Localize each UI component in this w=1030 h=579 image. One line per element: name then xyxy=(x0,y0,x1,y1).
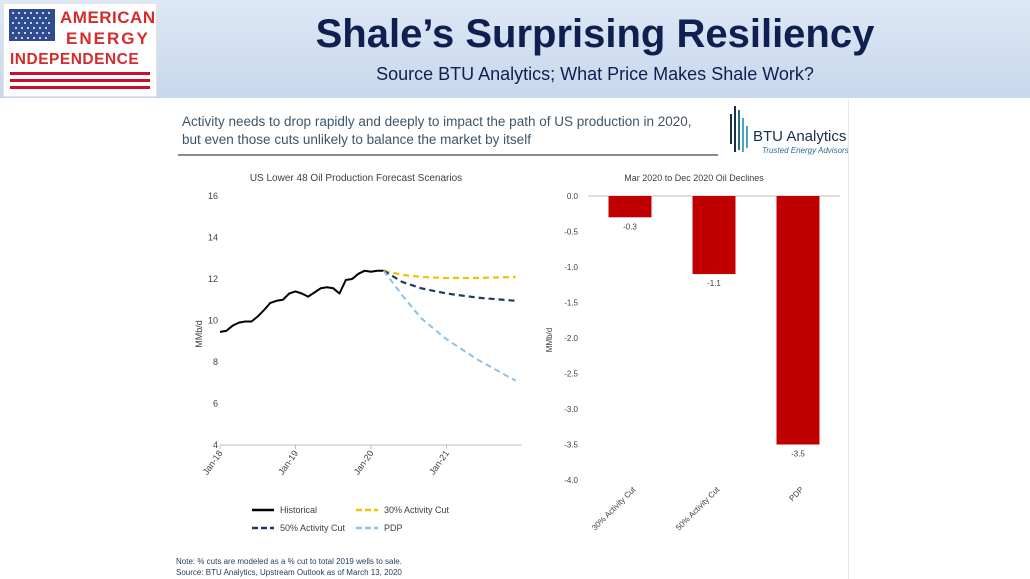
btu-brand-name: BTU Analytics xyxy=(753,128,847,145)
us-flag-icon xyxy=(9,9,55,41)
bar-chart-y-tick-label: -2.5 xyxy=(564,370,578,379)
legend-label-historical: Historical xyxy=(280,505,317,515)
line-chart-x-tick-label: Jan-20 xyxy=(352,448,376,476)
line-chart-y-tick-label: 4 xyxy=(213,440,218,450)
bar-chart-bars: -0.3 -1.1 -3.5 xyxy=(608,196,820,459)
bar-chart-y-tick-label: -3.5 xyxy=(564,441,578,450)
line-chart-y-tick-label: 10 xyxy=(208,316,218,326)
slide-right-border xyxy=(848,100,849,579)
line-chart-y-ticks: 4 6 8 10 12 14 16 xyxy=(208,191,218,450)
slide-headline-line2: but even those cuts unlikely to balance … xyxy=(182,132,531,147)
bar-chart-y-tick-label: -1.5 xyxy=(564,299,578,308)
page-title: Shale’s Surprising Resiliency xyxy=(315,12,875,56)
bar-data-label: -0.3 xyxy=(623,222,637,231)
logo-text-american: AMERICAN xyxy=(60,8,156,27)
headline-divider xyxy=(178,154,718,156)
bar-chart-y-tick-label: 0.0 xyxy=(567,192,579,201)
legend-label-30-activity-cut: 30% Activity Cut xyxy=(384,505,450,515)
bar-pdp xyxy=(776,196,820,445)
line-chart-x-tick-label: Jan-21 xyxy=(427,448,451,476)
bar-data-label: -3.5 xyxy=(791,450,805,459)
logo-text-independence: INDEPENDENCE xyxy=(10,51,140,68)
bar-chart-category-label: 30% Activity Cut xyxy=(590,485,638,533)
series-line-historical xyxy=(219,269,384,333)
line-chart-x-tick-label: Jan-18 xyxy=(201,448,225,476)
footnote-line1: Note: % cuts are modeled as a % cut to t… xyxy=(176,557,402,566)
bar-chart-category-label: PDP xyxy=(787,485,805,503)
btu-logo-icon xyxy=(730,106,748,152)
series-line-pdp xyxy=(382,270,517,382)
bar-chart-x-ticks: 30% Activity Cut 50% Activity Cut PDP xyxy=(590,485,805,533)
bar-chart-y-ticks: 0.0 -0.5 -1.0 -1.5 -2.0 -2.5 -3.0 -3.5 -4.0 xyxy=(564,192,578,485)
logo-stripe xyxy=(10,79,150,82)
bar-chart: Mar 2020 to Dec 2020 Oil Declines MMb/d … xyxy=(545,173,840,533)
logo: AMERICAN ENERGY INDEPENDENCE xyxy=(3,3,157,97)
legend-label-50-activity-cut: 50% Activity Cut xyxy=(280,523,346,533)
bar-chart-title: Mar 2020 to Dec 2020 Oil Declines xyxy=(624,173,764,183)
bar-chart-y-tick-label: -4.0 xyxy=(564,476,578,485)
bar-chart-y-tick-label: -0.5 xyxy=(564,228,578,237)
line-chart-legend: Historical 30% Activity Cut 50% Activity C… xyxy=(252,505,450,533)
footnote-line2: Source: BTU Analytics, Upstream Outlook … xyxy=(176,568,402,577)
logo-stripe xyxy=(10,86,150,89)
btu-brand-tagline: Trusted Energy Advisors xyxy=(762,146,849,155)
logo-text-energy: ENERGY xyxy=(66,29,150,48)
legend-label-pdp: PDP xyxy=(384,523,403,533)
bar-30-activity-cut xyxy=(608,196,652,218)
line-chart-y-tick-label: 8 xyxy=(213,357,218,367)
header-band xyxy=(0,0,1030,98)
bar-chart-y-axis-label: MMb/d xyxy=(545,328,554,352)
line-chart-y-tick-label: 6 xyxy=(213,399,218,409)
line-chart-x-ticks: Jan-18 Jan-19 Jan-20 Jan-21 xyxy=(201,445,451,477)
line-chart-title: US Lower 48 Oil Production Forecast Scen… xyxy=(250,173,462,184)
logo-stripe xyxy=(10,72,150,75)
line-chart-y-axis-label: MMb/d xyxy=(194,320,204,348)
series-line-30-activity-cut xyxy=(383,269,516,280)
line-chart-series xyxy=(219,269,517,382)
page-subtitle: Source BTU Analytics; What Price Makes S… xyxy=(376,64,814,84)
bar-chart-y-tick-label: -1.0 xyxy=(564,263,578,272)
line-chart: US Lower 48 Oil Production Forecast Scen… xyxy=(194,173,522,533)
bar-50-activity-cut xyxy=(692,196,736,275)
slide-headline-line1: Activity needs to drop rapidly and deepl… xyxy=(182,114,692,129)
bar-chart-y-tick-label: -2.0 xyxy=(564,334,578,343)
line-chart-x-tick-label: Jan-19 xyxy=(276,448,300,476)
line-chart-y-tick-label: 16 xyxy=(208,191,218,201)
bar-chart-y-tick-label: -3.0 xyxy=(564,405,578,414)
line-chart-y-tick-label: 12 xyxy=(208,274,218,284)
bar-chart-category-label: 50% Activity Cut xyxy=(674,485,722,533)
line-chart-y-tick-label: 14 xyxy=(208,233,218,243)
series-line-50-activity-cut xyxy=(383,269,516,302)
bar-data-label: -1.1 xyxy=(707,279,721,288)
